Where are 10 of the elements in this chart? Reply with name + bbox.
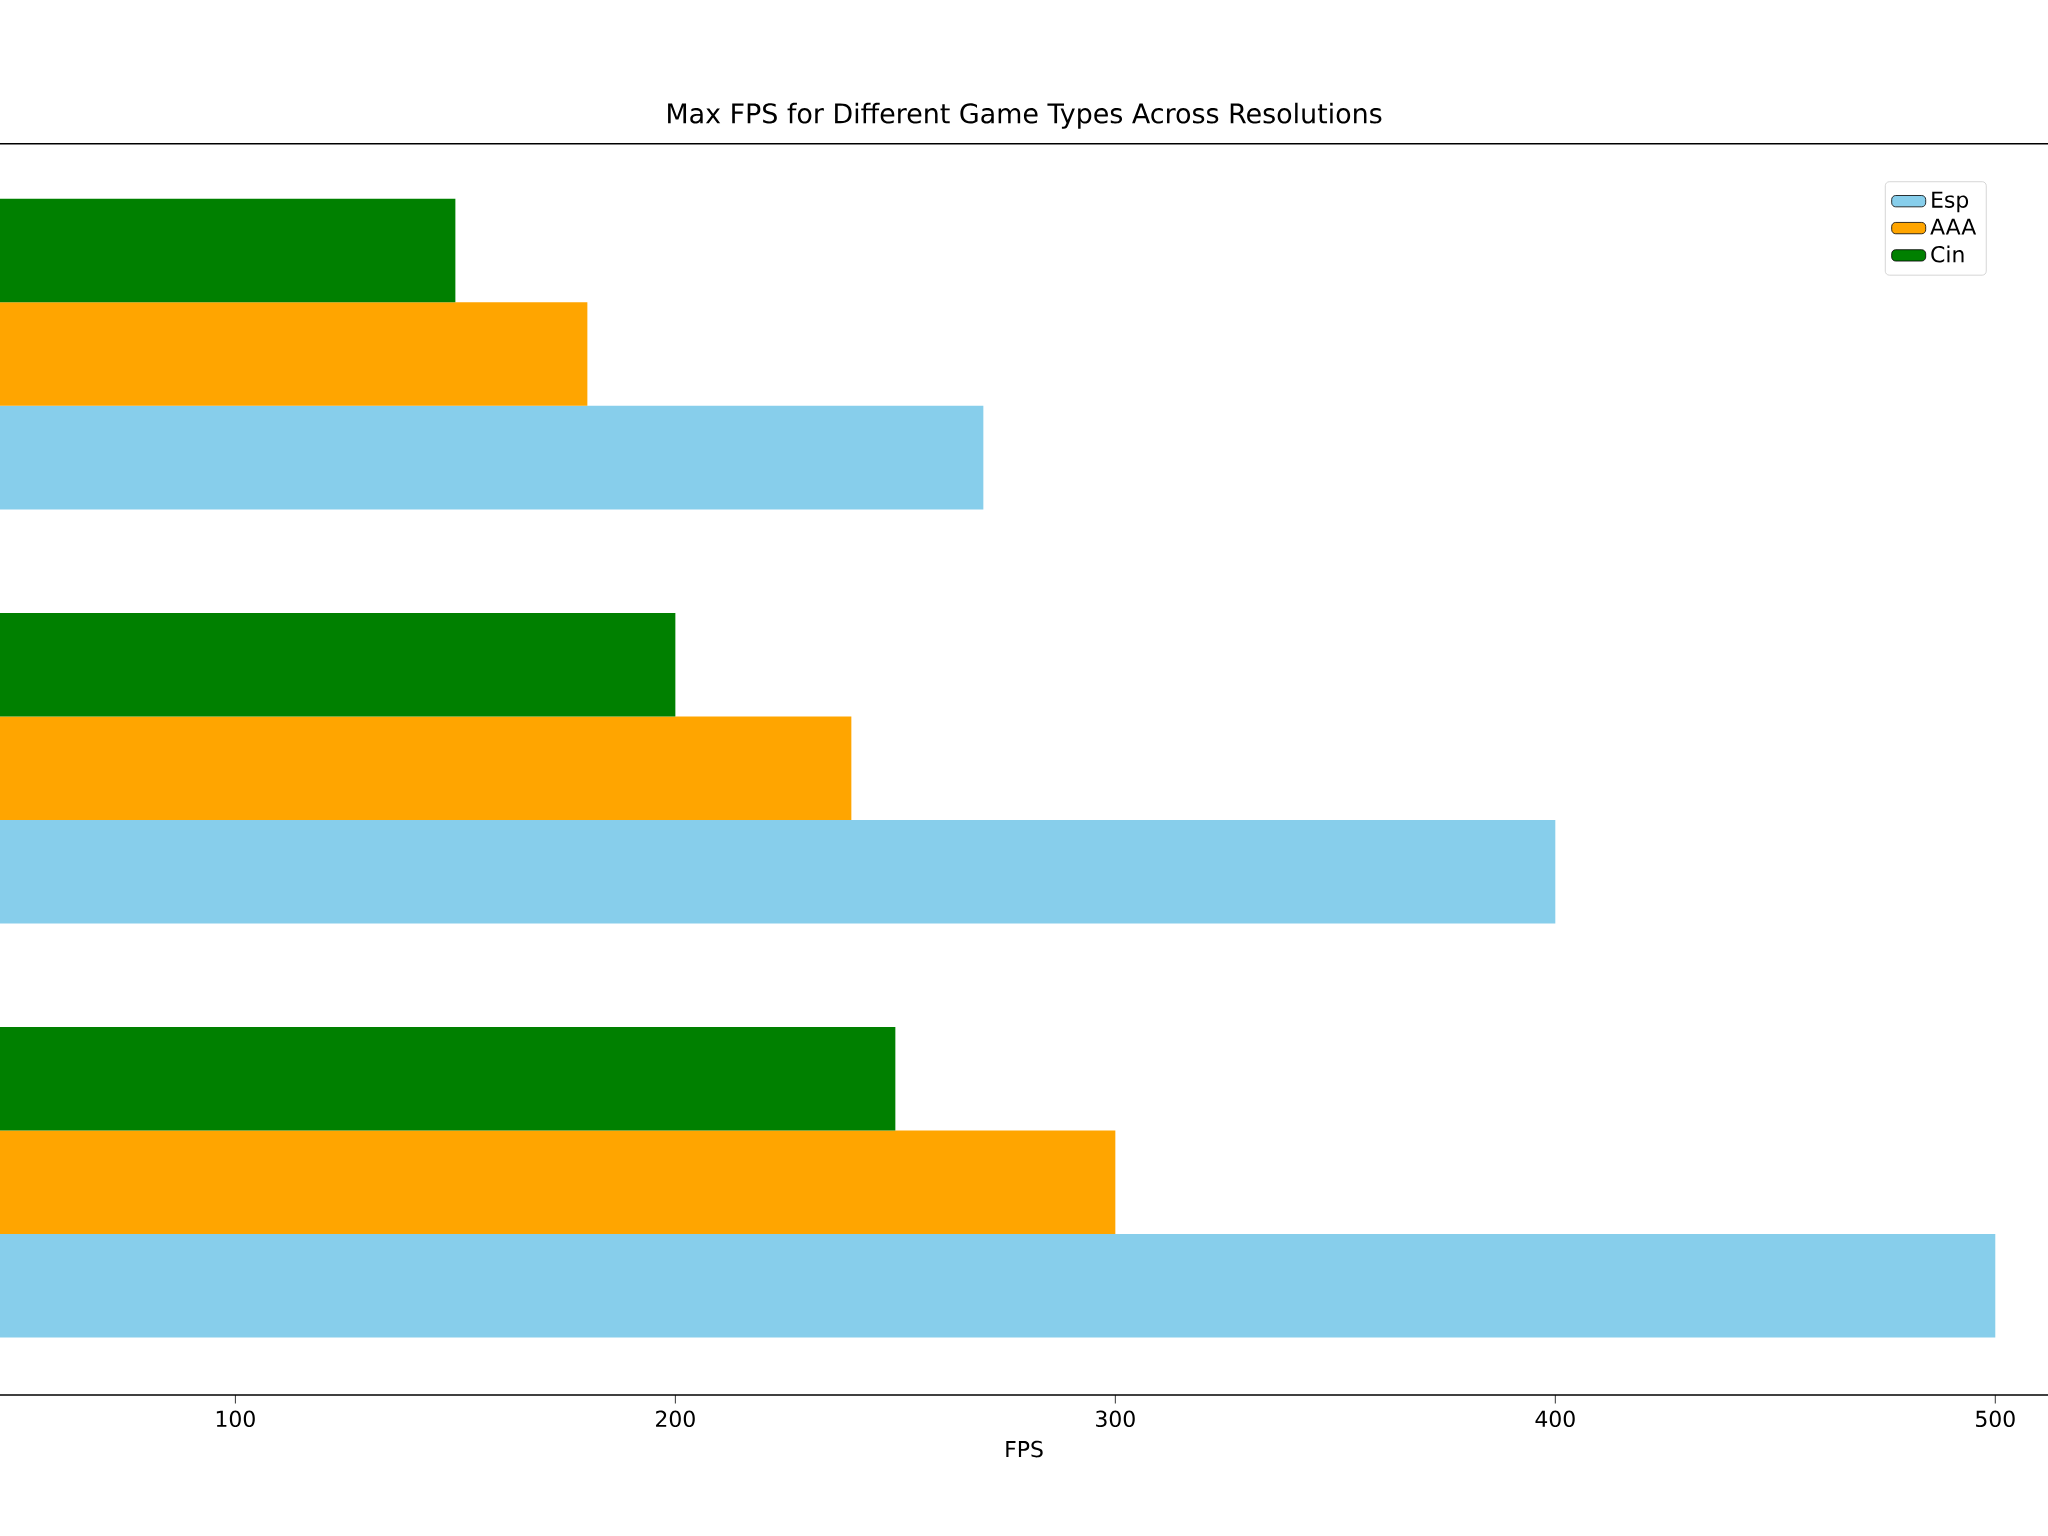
x-tick-label: 200 — [656, 1410, 695, 1428]
x-tick-label: 100 — [216, 1410, 255, 1428]
x-tick-label: 500 — [1976, 1410, 2015, 1428]
x-tick-label: 300 — [1096, 1410, 1135, 1428]
legend-label: Cin — [1931, 245, 1964, 263]
chart-title: Max FPS for Different Game Types Across Resolutions — [668, 102, 1382, 129]
x-axis-title: FPS — [1006, 1440, 1043, 1458]
legend-label: AAA — [1930, 218, 1977, 235]
x-tick-label: 400 — [1535, 1410, 1575, 1428]
legend-label: Esp — [1932, 191, 1969, 213]
